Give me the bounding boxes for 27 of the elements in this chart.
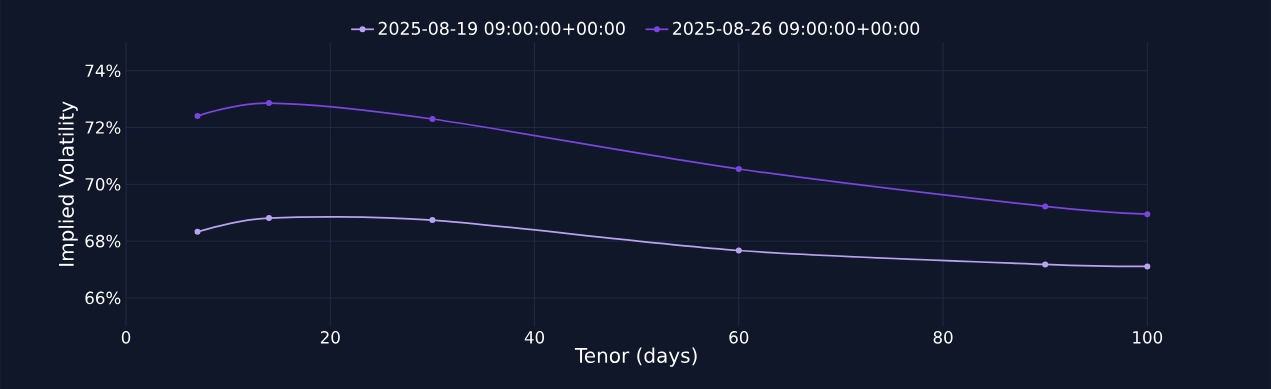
x-tick-label: 100 [1133,331,1163,344]
x-tick-label: 60 [729,331,749,344]
point [266,100,273,107]
y-tick-label: 66% [85,291,121,305]
x-tick-label: 20 [320,331,340,344]
y-axis-title: Implied Volatility [58,101,78,266]
legend-label: 2025-08-26 09:00:00+00:00 [673,21,920,35]
point [194,112,201,119]
point [194,228,201,235]
x-tick-label: 80 [933,331,953,344]
x-tick-label: 40 [524,331,545,344]
point [266,215,273,222]
point [735,165,742,172]
legend-label: 2025-08-19 09:00:00+00:00 [378,21,625,35]
y-tick-label: 70% [85,178,121,191]
point [1042,261,1049,268]
x-tick-label: 0 [121,331,131,344]
point [735,247,742,254]
point [1042,203,1049,210]
point [1144,211,1151,218]
x-axis-title: Tenor (days) [574,347,697,367]
point [429,217,436,224]
y-tick-label: 74% [85,64,121,78]
point [429,116,436,123]
y-tick-label: 68% [85,234,121,248]
point [1144,263,1151,270]
y-tick-label: 72% [85,121,121,134]
